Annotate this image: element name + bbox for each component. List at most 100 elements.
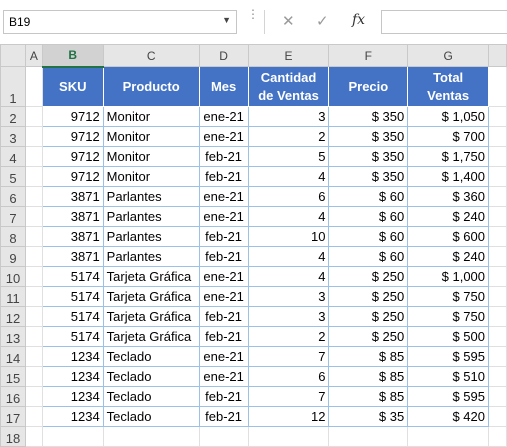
cell-cantidad[interactable]: 4 xyxy=(248,266,330,287)
cell-total[interactable]: $ 595 xyxy=(407,346,490,367)
cell-cantidad[interactable]: 2 xyxy=(248,126,330,147)
table-header-sku[interactable]: SKU xyxy=(42,66,104,107)
select-all-corner[interactable] xyxy=(0,44,26,67)
cell-cantidad[interactable]: 2 xyxy=(248,326,330,347)
cell-cantidad[interactable]: 6 xyxy=(248,366,330,387)
cell-mes[interactable]: ene-21 xyxy=(199,126,249,147)
cell-cantidad[interactable]: 3 xyxy=(248,106,330,127)
cell-producto[interactable]: Tarjeta Gráfica xyxy=(103,286,200,307)
cell[interactable] xyxy=(488,246,507,267)
cell[interactable] xyxy=(25,386,43,407)
cell[interactable] xyxy=(488,286,507,307)
cell-producto[interactable]: Tarjeta Gráfica xyxy=(103,266,200,287)
cell-precio[interactable]: $ 250 xyxy=(328,326,409,347)
cell-mes[interactable]: ene-21 xyxy=(199,106,249,127)
cell-cantidad[interactable]: 4 xyxy=(248,246,330,267)
cell-producto[interactable]: Monitor xyxy=(103,166,200,187)
cell-cantidad[interactable]: 7 xyxy=(248,346,330,367)
formula-input[interactable] xyxy=(381,10,507,34)
cell-sku[interactable]: 9712 xyxy=(42,146,104,167)
row-header[interactable]: 10 xyxy=(0,266,26,287)
cell-sku[interactable]: 3871 xyxy=(42,206,104,227)
cell-precio[interactable]: $ 60 xyxy=(328,226,409,247)
cell[interactable] xyxy=(488,106,507,127)
row-header[interactable]: 1 xyxy=(0,66,26,107)
cell[interactable] xyxy=(25,106,43,127)
cell[interactable] xyxy=(407,426,490,447)
row-header[interactable]: 15 xyxy=(0,366,26,387)
table-header-mes[interactable]: Mes xyxy=(199,66,249,107)
cell[interactable] xyxy=(488,386,507,407)
cell-mes[interactable]: ene-21 xyxy=(199,266,249,287)
cell-sku[interactable]: 3871 xyxy=(42,226,104,247)
cell[interactable] xyxy=(328,426,409,447)
cell-cantidad[interactable]: 6 xyxy=(248,186,330,207)
cell-total[interactable]: $ 1,000 xyxy=(407,266,490,287)
cell-mes[interactable]: feb-21 xyxy=(199,326,249,347)
cell-cantidad[interactable]: 12 xyxy=(248,406,330,427)
cell-producto[interactable]: Parlantes xyxy=(103,226,200,247)
cell-producto[interactable]: Monitor xyxy=(103,106,200,127)
row-header[interactable]: 13 xyxy=(0,326,26,347)
cell-sku[interactable]: 3871 xyxy=(42,246,104,267)
name-box[interactable]: B19 ▼ xyxy=(3,10,237,34)
cell[interactable] xyxy=(199,426,249,447)
cell-producto[interactable]: Parlantes xyxy=(103,206,200,227)
row-header[interactable]: 7 xyxy=(0,206,26,227)
cell-cantidad[interactable]: 5 xyxy=(248,146,330,167)
column-header-c[interactable]: C xyxy=(102,44,200,67)
column-header-b[interactable]: B xyxy=(41,44,104,68)
cell[interactable] xyxy=(25,366,43,387)
column-header-a[interactable]: A xyxy=(24,44,43,67)
cell-total[interactable]: $ 700 xyxy=(407,126,490,147)
close-icon[interactable]: ✕ xyxy=(282,13,295,30)
cell-total[interactable]: $ 600 xyxy=(407,226,490,247)
row-header[interactable]: 3 xyxy=(0,126,26,147)
cell[interactable] xyxy=(488,326,507,347)
table-header-precio[interactable]: Precio xyxy=(328,66,409,107)
cell-total[interactable]: $ 500 xyxy=(407,326,490,347)
cell-precio[interactable]: $ 250 xyxy=(328,286,409,307)
cell[interactable] xyxy=(488,146,507,167)
cell-total[interactable]: $ 240 xyxy=(407,246,490,267)
cell[interactable] xyxy=(25,326,43,347)
cell-total[interactable]: $ 240 xyxy=(407,206,490,227)
cell[interactable] xyxy=(103,426,200,447)
row-header[interactable]: 14 xyxy=(0,346,26,367)
cell-sku[interactable]: 1234 xyxy=(42,346,104,367)
cell-total[interactable]: $ 1,050 xyxy=(407,106,490,127)
cell-producto[interactable]: Parlantes xyxy=(103,246,200,267)
cell[interactable] xyxy=(488,166,507,187)
cell-producto[interactable]: Teclado xyxy=(103,366,200,387)
cell-precio[interactable]: $ 350 xyxy=(328,106,409,127)
cell-precio[interactable]: $ 60 xyxy=(328,246,409,267)
cell-precio[interactable]: $ 350 xyxy=(328,166,409,187)
cell-total[interactable]: $ 750 xyxy=(407,286,490,307)
cell-precio[interactable]: $ 350 xyxy=(328,146,409,167)
cell[interactable] xyxy=(488,406,507,427)
cell[interactable] xyxy=(248,426,330,447)
cell-mes[interactable]: ene-21 xyxy=(199,366,249,387)
cell-precio[interactable]: $ 85 xyxy=(328,346,409,367)
cell-sku[interactable]: 9712 xyxy=(42,106,104,127)
drag-handle-icon[interactable]: ⋮ xyxy=(247,7,259,21)
table-header-total[interactable]: Total Ventas xyxy=(407,66,490,107)
cell-cantidad[interactable]: 4 xyxy=(248,206,330,227)
cell[interactable] xyxy=(25,286,43,307)
cell-total[interactable]: $ 510 xyxy=(407,366,490,387)
cell-sku[interactable]: 1234 xyxy=(42,366,104,387)
cell-producto[interactable]: Monitor xyxy=(103,146,200,167)
cell-mes[interactable]: ene-21 xyxy=(199,346,249,367)
row-header[interactable]: 12 xyxy=(0,306,26,327)
cell-sku[interactable]: 9712 xyxy=(42,166,104,187)
cell-producto[interactable]: Tarjeta Gráfica xyxy=(103,306,200,327)
row-header[interactable]: 16 xyxy=(0,386,26,407)
row-header[interactable]: 4 xyxy=(0,146,26,167)
cell-mes[interactable]: feb-21 xyxy=(199,306,249,327)
cell[interactable] xyxy=(488,66,507,107)
table-header-cantidad[interactable]: Cantidad de Ventas xyxy=(248,66,330,107)
cell[interactable] xyxy=(488,306,507,327)
cell-total[interactable]: $ 1,750 xyxy=(407,146,490,167)
table-header-producto[interactable]: Producto xyxy=(103,66,200,107)
cell-total[interactable]: $ 1,400 xyxy=(407,166,490,187)
